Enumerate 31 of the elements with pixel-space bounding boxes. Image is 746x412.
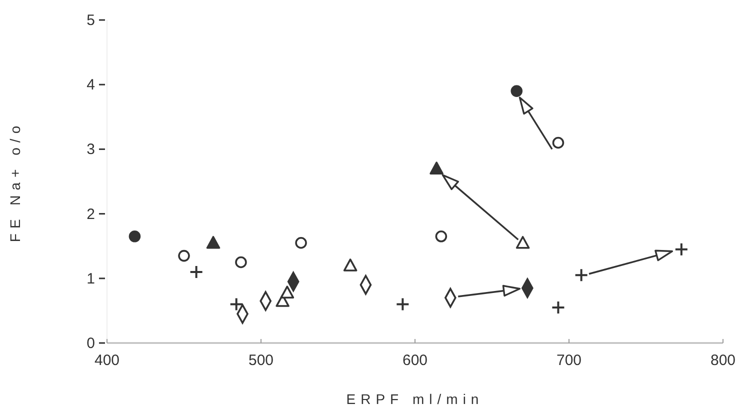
x-tick-label: 500 — [248, 352, 274, 369]
point — [178, 250, 190, 262]
x-tick-label: 800 — [710, 352, 736, 369]
point — [510, 85, 523, 97]
point — [516, 236, 530, 249]
x-tick-label: 600 — [402, 352, 428, 369]
point — [674, 242, 688, 256]
point — [574, 268, 588, 282]
y-tick-label: 3 — [86, 141, 95, 158]
point — [343, 258, 358, 272]
point — [206, 236, 220, 249]
y-tick-label: 4 — [86, 76, 95, 94]
point — [295, 236, 307, 249]
x-axis-title: ERPF ml/min — [346, 391, 484, 407]
y-tick-label: 0 — [86, 335, 95, 352]
y-tick-label: 2 — [86, 206, 95, 223]
point — [128, 230, 141, 242]
point — [189, 264, 204, 279]
point — [229, 297, 244, 312]
x-tick-label: 700 — [556, 352, 582, 369]
y-tick-label: 5 — [86, 12, 95, 29]
point — [430, 162, 444, 174]
y-tick-label: 1 — [86, 270, 95, 288]
point — [552, 136, 564, 149]
point — [280, 286, 294, 299]
point — [235, 256, 247, 268]
x-tick-label: 400 — [94, 352, 120, 369]
point — [551, 300, 566, 314]
y-axis-title: FE Na+ o/o — [7, 120, 23, 242]
point — [435, 230, 448, 242]
point — [396, 297, 410, 312]
